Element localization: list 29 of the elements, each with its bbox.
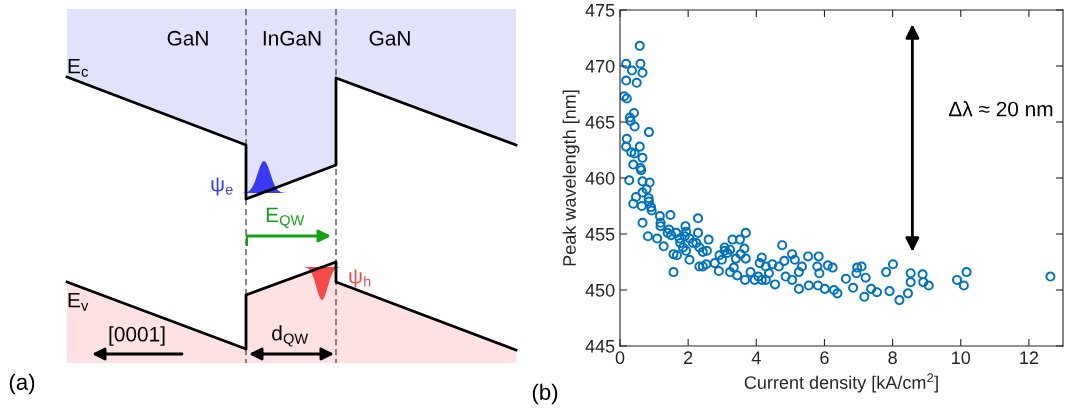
text: ψ$_{e}$ [211,177,233,196]
text: (a) [9,373,35,395]
x-tick-label: 12 [1020,351,1039,364]
annotation: Δλ ≈ 20 nm [948,101,1053,117]
text: E$_{v}$ [68,293,89,311]
x-tick-label: 8 [888,351,897,365]
y-tick-label: 470 [585,59,615,73]
x-tick-label: 4 [751,351,761,364]
text: InGaN [263,30,321,46]
x-tick-label: 2 [684,351,693,364]
y-tick-label: 455 [585,228,615,241]
text: [0001] [109,326,165,346]
y-tick-label: 475 [585,4,615,17]
y-axis-title: Peak wavelength [nm] [562,90,580,266]
text: E$_{c}$ [68,59,88,77]
y-tick-label: 460 [585,171,615,185]
x-axis-title: Current density [kA/cm$^{2}$] [744,373,938,393]
x-tick-label: 10 [952,351,971,365]
text: ψ$_{h}$ [349,269,371,288]
x-tick-label: 0 [615,351,625,365]
text: (b) [532,383,558,405]
x-tick-label: 6 [820,351,829,365]
y-tick-label: 450 [585,283,615,297]
text: GaN [167,30,208,46]
text: d$_{QW}$ [272,325,309,347]
text: E$_{QW}$ [266,207,305,229]
y-tick-label: 465 [585,115,615,129]
y-tick-label: 445 [585,340,615,353]
text: GaN [369,30,410,46]
